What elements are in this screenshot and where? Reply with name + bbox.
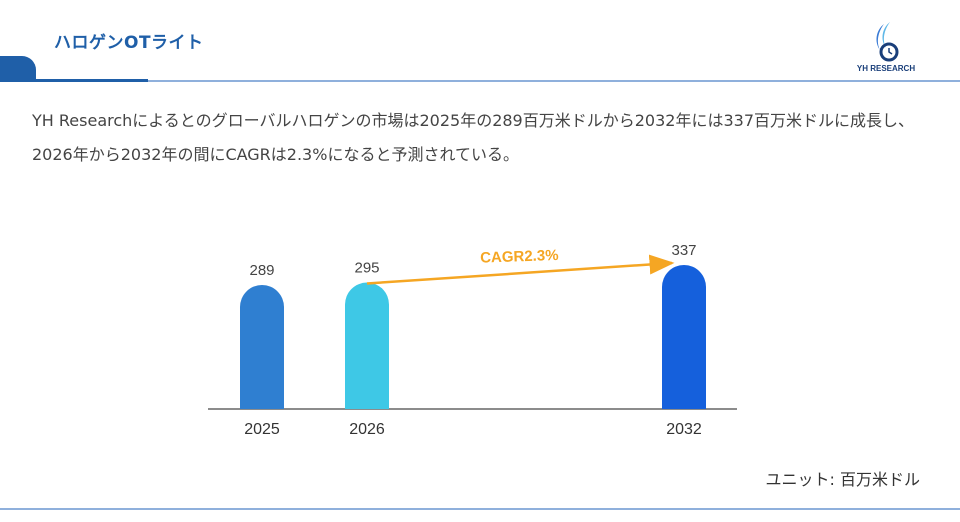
x-tick-2025: 2025 <box>244 421 280 438</box>
footer-divider <box>0 508 960 510</box>
data-label-2025: 289 <box>249 262 274 279</box>
data-label-2026: 295 <box>354 260 379 277</box>
header-accent-tab <box>0 56 36 80</box>
x-tick-2032: 2032 <box>666 421 702 438</box>
header-divider-dark <box>0 79 148 82</box>
logo-text: YH RESEARCH <box>856 64 916 73</box>
cagr-label: CAGR2.3% <box>480 247 559 267</box>
bar-2026 <box>345 282 389 409</box>
header-divider-light <box>148 80 960 82</box>
unit-label: ユニット: 百万米ドル <box>765 470 920 489</box>
summary-text: YH Researchによるとのグローバルハロゲンの市場は2025年の289百万… <box>32 111 914 164</box>
yh-research-logo: YH RESEARCH <box>846 18 926 76</box>
page-title: ハロゲンOTライト <box>54 33 204 53</box>
bar-2025 <box>240 285 284 409</box>
bar-2032 <box>662 265 706 409</box>
logo-mark-icon <box>876 22 899 62</box>
data-label-2032: 337 <box>671 242 696 259</box>
bar-chart: 289 2025 295 2026 337 2032 CAGR2.3% <box>208 242 737 438</box>
x-tick-2026: 2026 <box>349 421 385 438</box>
cagr-arrow <box>366 254 675 285</box>
